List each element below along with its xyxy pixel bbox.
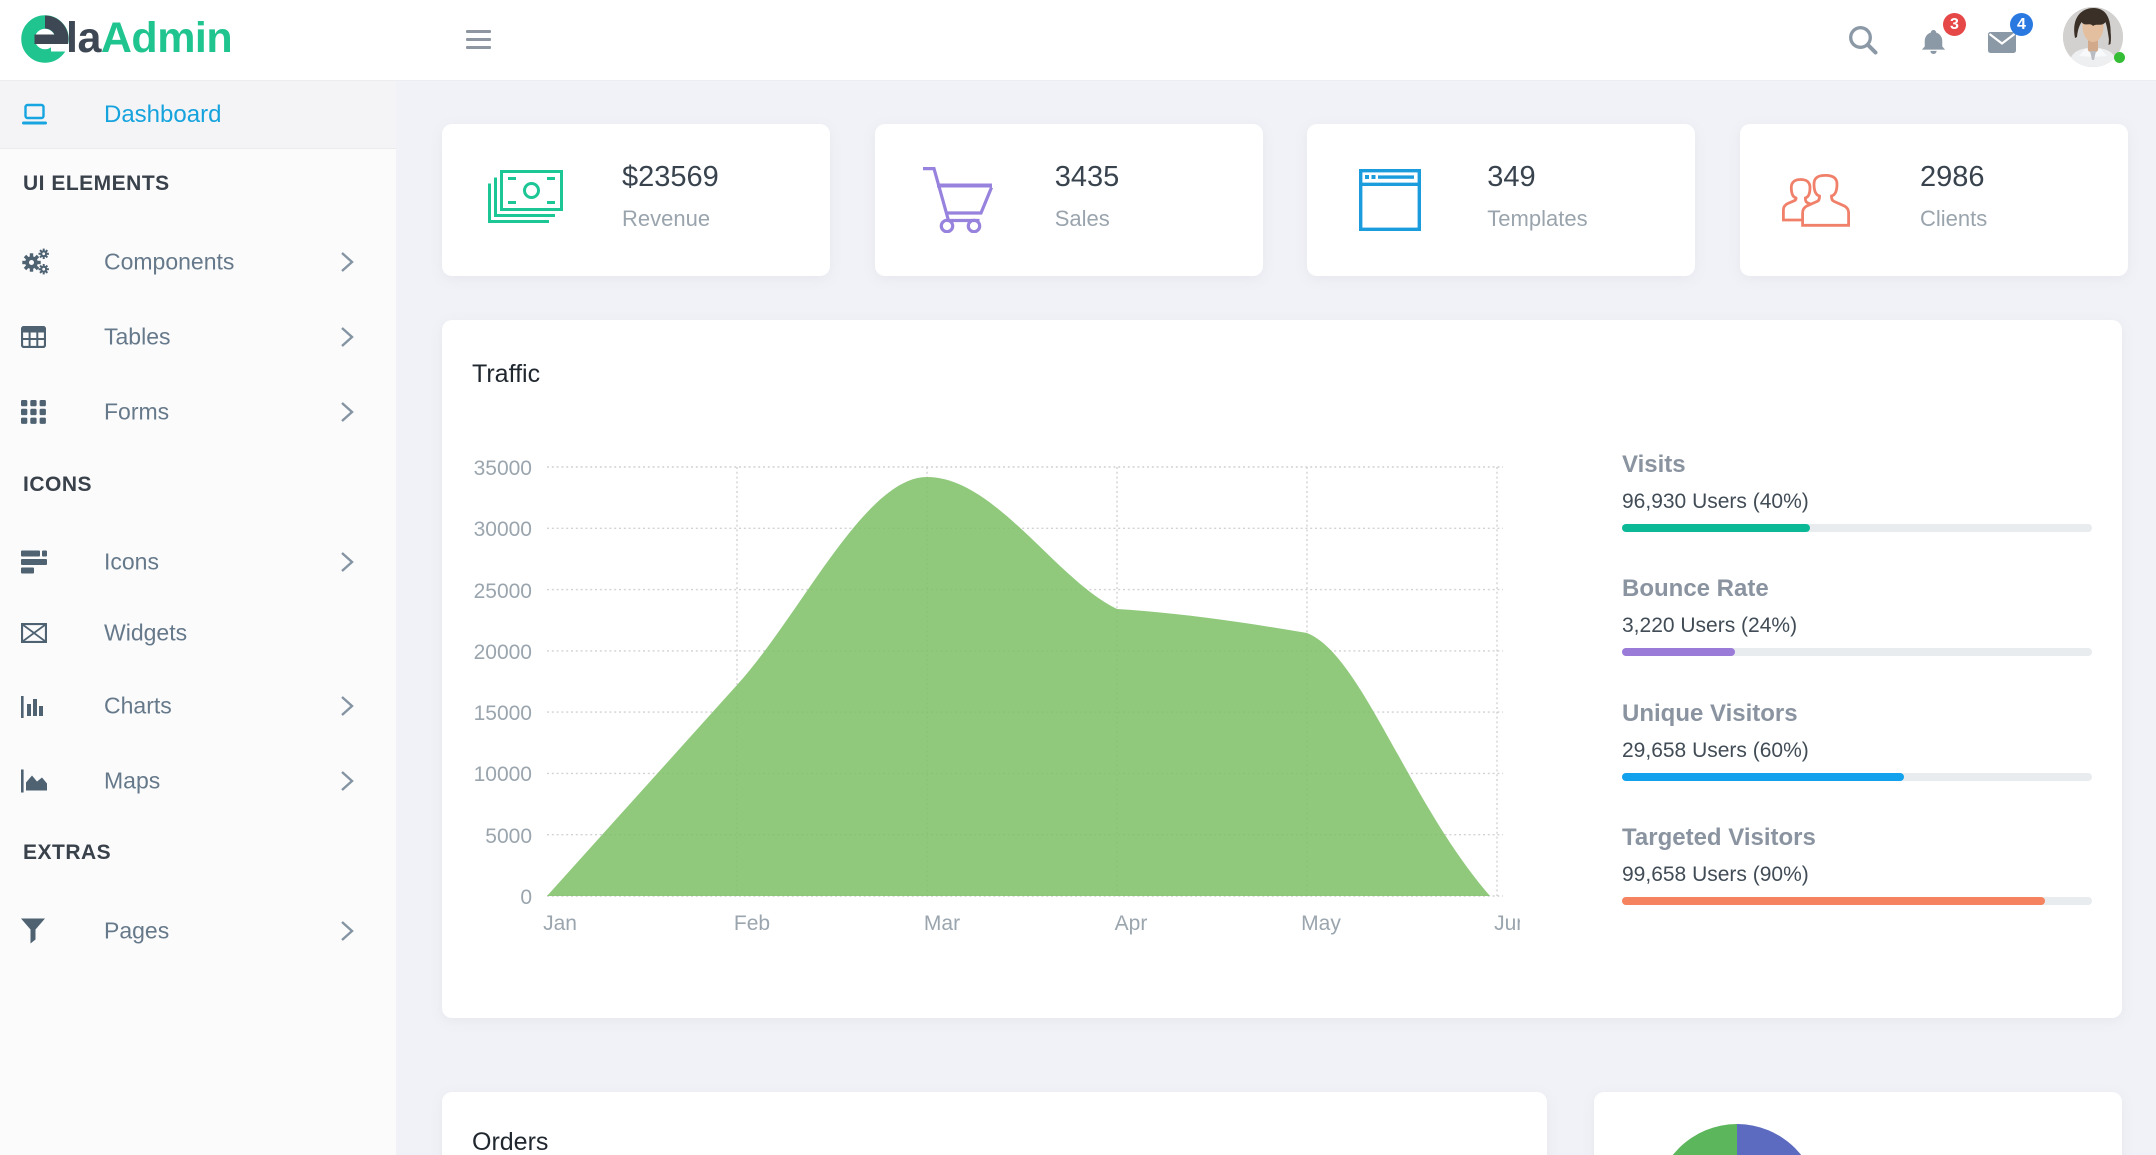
svg-text:35000: 35000 <box>474 457 532 480</box>
svg-text:5000: 5000 <box>485 825 532 848</box>
svg-text:Feb: Feb <box>734 912 770 935</box>
svg-text:Jan: Jan <box>543 912 577 935</box>
svg-text:Mar: Mar <box>924 912 960 935</box>
svg-text:20000: 20000 <box>474 641 532 664</box>
svg-text:0: 0 <box>520 886 532 909</box>
svg-text:10000: 10000 <box>474 763 532 786</box>
svg-text:May: May <box>1301 912 1341 935</box>
svg-text:Apr: Apr <box>1115 912 1148 935</box>
svg-text:30000: 30000 <box>474 518 532 541</box>
svg-text:15000: 15000 <box>474 702 532 725</box>
svg-text:Jun: Jun <box>1494 912 1520 935</box>
svg-text:25000: 25000 <box>474 580 532 603</box>
